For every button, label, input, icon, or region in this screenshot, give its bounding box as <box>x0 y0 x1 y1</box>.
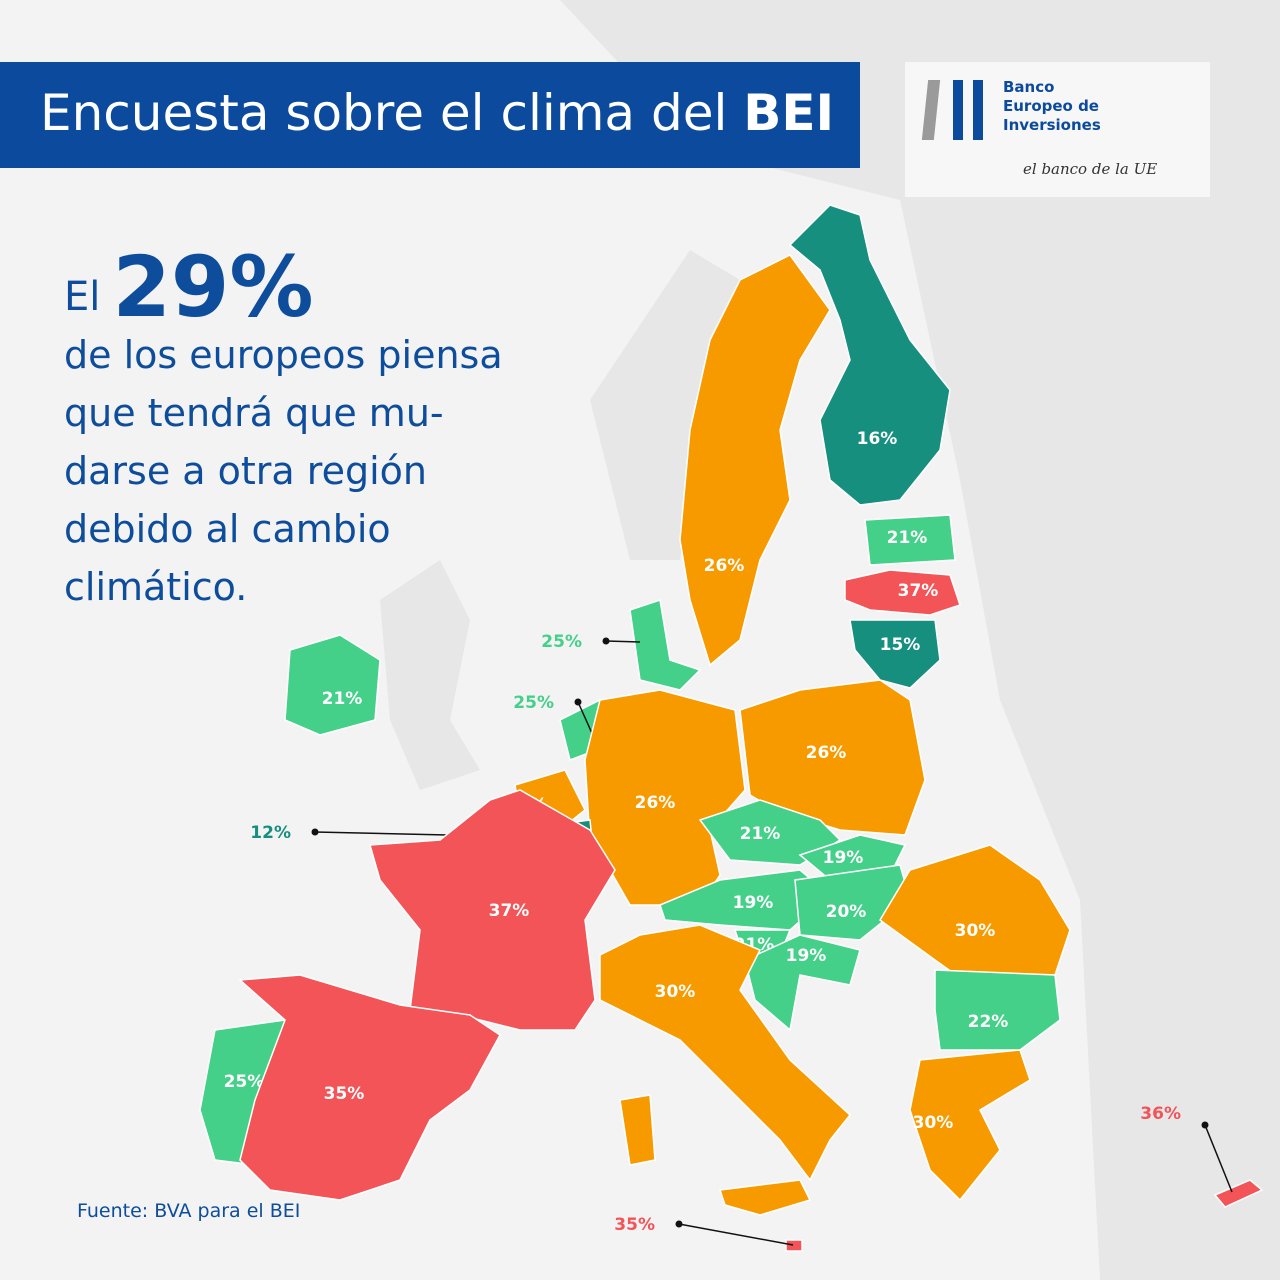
logo-bar <box>921 80 941 140</box>
region-label: 30% <box>655 982 696 1002</box>
title: Encuesta sobre el clima del BEI <box>40 84 834 142</box>
region-label: 25% <box>224 1072 265 1092</box>
country <box>629 599 702 691</box>
region-label: 37% <box>898 581 939 601</box>
region-label: 19% <box>823 848 864 868</box>
leader-line <box>1204 1124 1233 1193</box>
headline-top: El 29% <box>64 245 314 329</box>
region-label: 36% <box>1140 1104 1181 1124</box>
region-label: 30% <box>955 921 996 941</box>
region-label: 21% <box>887 528 928 548</box>
country <box>679 254 831 667</box>
country <box>849 619 941 689</box>
country <box>718 1179 812 1216</box>
region-label: 12% <box>250 823 291 843</box>
logo-line: Inversiones <box>1003 116 1101 134</box>
logo-line: Europeo de <box>1003 97 1099 115</box>
country <box>284 634 381 736</box>
country <box>844 569 961 616</box>
logo-text: Banco Europeo de Inversiones <box>1003 78 1101 135</box>
headline-figure: 29% <box>112 238 314 336</box>
logo-tagline: el banco de la UE <box>1023 160 1158 178</box>
leader-line <box>678 1223 794 1246</box>
logo-bar <box>973 80 983 140</box>
region-label: 19% <box>786 946 827 966</box>
region-label: 25% <box>513 693 554 713</box>
title-emphasis: BEI <box>743 84 835 142</box>
headline-line: que tendrá que mu- <box>64 391 444 435</box>
region-label: 35% <box>614 1215 655 1235</box>
country <box>788 204 951 506</box>
background-land <box>560 0 1280 1280</box>
source: Fuente: BVA para el BEI <box>77 1200 301 1222</box>
leader-dot <box>602 637 610 645</box>
leader-line <box>605 640 641 643</box>
region-label: 16% <box>857 429 898 449</box>
country <box>238 974 501 1201</box>
country <box>698 799 842 866</box>
country <box>744 934 861 1032</box>
region-label: 25% <box>541 632 582 652</box>
leader-dot <box>1201 1121 1209 1129</box>
background-land <box>590 250 740 560</box>
headline-line: debido al cambio <box>64 507 391 551</box>
leader-dot <box>311 828 319 836</box>
title-bar <box>0 62 860 168</box>
title-text: Encuesta sobre el clima del <box>40 84 728 142</box>
country <box>909 1049 1031 1202</box>
logo: Banco Europeo de Inversiones el banco de l… <box>905 62 1210 197</box>
background-land <box>380 560 480 790</box>
headline-line: darse a otra región <box>64 449 427 493</box>
country <box>879 844 1071 986</box>
region-label: 21% <box>740 824 781 844</box>
headline-body: de los europeos piensa que tendrá que mu-… <box>64 326 503 616</box>
country <box>619 1094 656 1166</box>
country <box>934 969 1061 1051</box>
headline-line: de los europeos piensa <box>64 333 503 377</box>
region-label: 21% <box>322 689 363 709</box>
region-label: 26% <box>635 793 676 813</box>
country <box>785 1239 803 1252</box>
region-label: 35% <box>324 1084 365 1104</box>
leader-dot <box>574 698 582 706</box>
headline-lead: El <box>64 274 101 320</box>
country <box>864 514 956 566</box>
headline-line: climático. <box>64 565 248 609</box>
region-label: 26% <box>704 556 745 576</box>
region-label: 15% <box>880 635 921 655</box>
country <box>369 789 616 1031</box>
leader-dot <box>675 1220 683 1228</box>
region-label: 30% <box>913 1113 954 1133</box>
country <box>599 924 852 1182</box>
region-label: 20% <box>826 902 867 922</box>
region-label: 26% <box>806 743 847 763</box>
country <box>1213 1179 1264 1208</box>
logo-bar <box>953 80 963 140</box>
logo-line: Banco <box>1003 78 1055 96</box>
region-label: 37% <box>489 901 530 921</box>
region-label: 22% <box>968 1012 1009 1032</box>
region-label: 19% <box>733 893 774 913</box>
